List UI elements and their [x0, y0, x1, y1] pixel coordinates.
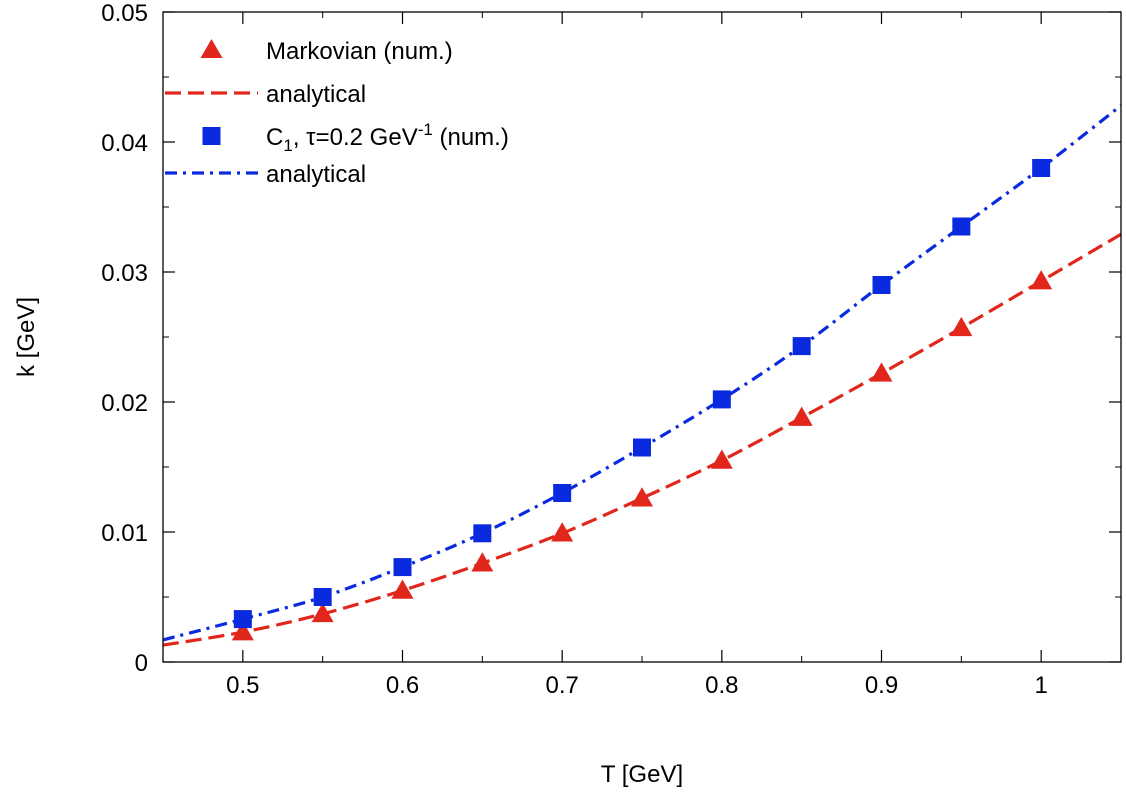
y-tick-label: 0.04 [101, 130, 148, 157]
data-point-triangle [950, 316, 973, 337]
data-point-square [393, 558, 412, 577]
legend-c1-mid: , τ=0.2 GeV [293, 124, 418, 151]
legend-entry-markovian: Markovian (num.) [200, 38, 453, 65]
data-point-square [553, 484, 572, 502]
data-point-triangle [391, 579, 414, 599]
legend-entry-analytical-blue: analytical [165, 161, 366, 188]
legend-triangle-marker [200, 39, 223, 58]
data-point-triangle [231, 621, 254, 641]
legend-c1-sup: -1 [418, 120, 433, 139]
x-tick-label: 0.7 [545, 672, 578, 699]
legend-c1-end: (num.) [433, 124, 509, 151]
x-tick-label: 0.8 [705, 672, 738, 699]
data-point-square [792, 337, 811, 356]
tick-labels-layer: 0.5 0.6 0.7 0.8 0.9 1 0 0.01 0.02 0.03 0.04 0.05 [101, 0, 1048, 699]
legend-square-marker [202, 127, 221, 145]
y-axis-label: k [GeV] [13, 297, 40, 377]
data-point-triangle [631, 487, 653, 507]
plot-frame [162, 11, 1122, 663]
legend-entry-analytical-red: analytical [165, 81, 366, 108]
legend: Markovian (num.) analytical C1, τ=0.2 Ge… [165, 38, 509, 188]
markers-layer [231, 159, 1053, 641]
data-point-square [233, 610, 252, 629]
x-tick-label: 1 [1034, 672, 1047, 699]
data-point-square [952, 217, 971, 236]
legend-label-analytical-red: analytical [266, 81, 366, 108]
y-tick-label: 0 [135, 650, 148, 677]
data-point-triangle [311, 602, 334, 623]
legend-c1-sub: 1 [283, 136, 292, 155]
x-tick-label: 0.6 [386, 672, 419, 699]
data-point-square [712, 390, 731, 409]
legend-label-markovian: Markovian (num.) [266, 38, 453, 65]
data-point-square [633, 438, 651, 457]
y-tick-label: 0.05 [101, 0, 148, 27]
data-point-square [1032, 159, 1051, 177]
y-tick-label: 0.02 [101, 390, 148, 417]
legend-label-analytical-blue: analytical [266, 161, 366, 188]
x-tick-label: 0.9 [865, 672, 898, 699]
x-tick-label: 0.5 [226, 672, 259, 699]
y-tick-label: 0.03 [101, 260, 148, 287]
data-point-triangle [710, 449, 733, 469]
data-point-triangle [551, 522, 574, 542]
legend-entry-c1: C1, τ=0.2 GeV-1 (num.) [202, 120, 509, 155]
data-point-triangle [1030, 270, 1053, 290]
legend-label-c1: C1, τ=0.2 GeV-1 (num.) [266, 120, 509, 155]
data-point-triangle [870, 362, 893, 382]
x-axis-label: T [GeV] [601, 761, 683, 788]
data-point-triangle [790, 406, 813, 426]
y-tick-label: 0.01 [101, 520, 148, 547]
data-point-square [872, 276, 891, 294]
data-point-triangle [471, 552, 494, 572]
legend-c1-main: C [266, 124, 283, 151]
data-point-square [473, 524, 492, 543]
ticks-layer [162, 11, 1122, 663]
data-point-square [313, 588, 332, 606]
